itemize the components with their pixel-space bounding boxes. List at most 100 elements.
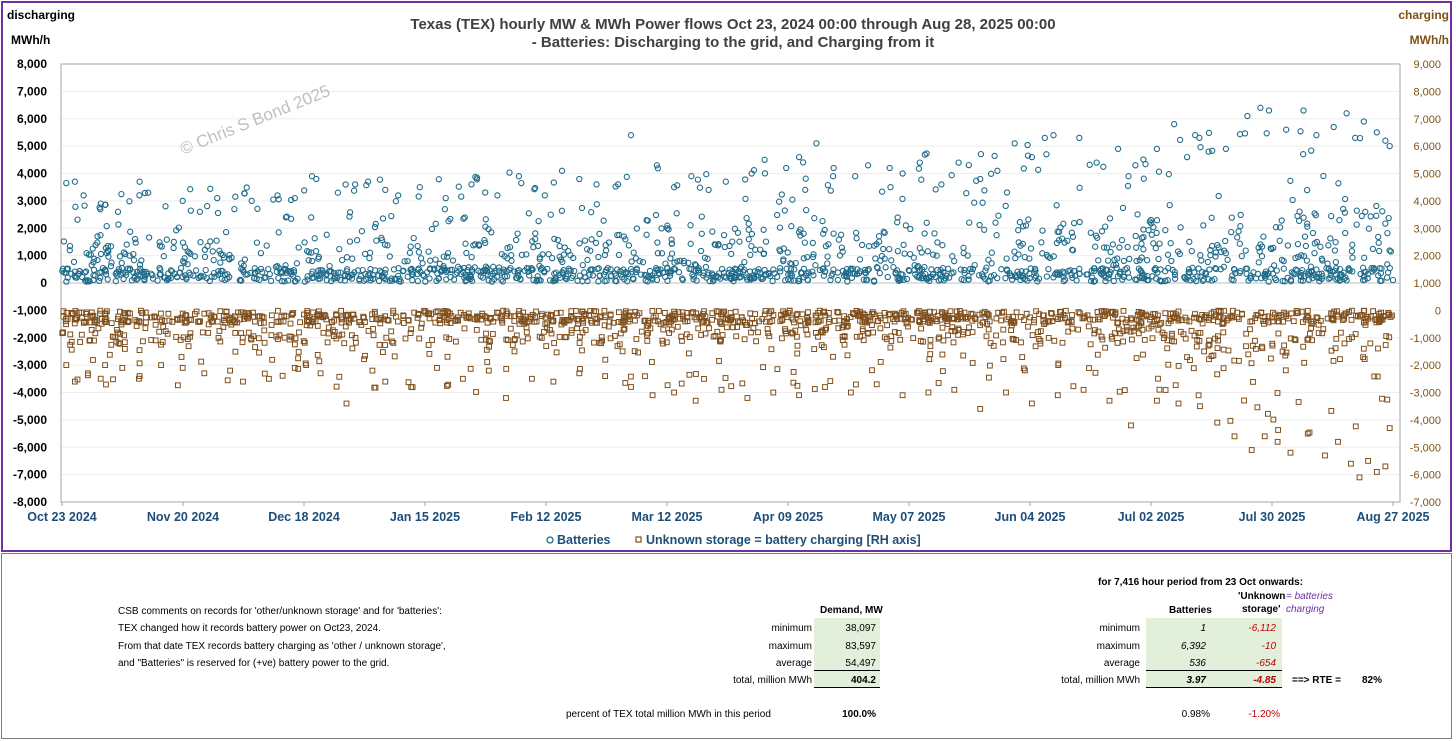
battery-point [652,211,660,219]
battery-point [1041,134,1048,142]
battery-point [1278,217,1285,224]
battery-point [506,243,514,251]
battery-point [924,248,931,255]
battery-point [921,263,928,271]
storage-point [1138,320,1145,327]
storage-point [1379,395,1385,402]
storage-point [987,362,993,369]
battery-point [468,277,476,285]
storage-point [815,333,821,340]
storage-point [684,318,691,325]
battery-point [1373,202,1380,210]
battery-point [468,181,475,188]
storage-point [628,373,634,380]
battery-point [323,231,330,238]
battery-point [876,269,883,277]
battery-point [470,242,477,249]
storage-point [1035,329,1041,336]
battery-point [278,277,286,285]
battery-point [705,269,712,276]
battery-point [633,265,640,272]
storage-point [136,373,143,380]
y-right-tick-label: -4,000 [1410,415,1441,427]
battery-point [705,186,712,194]
storage-point [1178,317,1185,324]
storage-point [110,376,116,383]
storage-point [955,332,961,338]
battery-point [734,229,742,236]
battery-point [1171,275,1179,282]
storage-point [248,335,254,342]
storage-point [362,319,368,325]
battery-point [549,254,556,262]
storage-point [1169,330,1175,337]
battery-point [1197,252,1204,259]
battery-point [122,269,129,276]
storage-point [1313,314,1320,321]
storage-point [1339,317,1346,323]
storage-point [666,330,673,336]
battery-point [531,184,539,192]
battery-point [1126,255,1133,263]
battery-point [157,266,164,273]
x-tick-label: Mar 12 2025 [632,510,703,524]
storage-point [310,319,317,325]
battery-point [993,232,1000,239]
battery-point [1003,189,1011,196]
battery-point [1313,238,1321,246]
battery-point [633,225,641,232]
storage-point [511,348,518,355]
batteries-total: 3.97 [1186,675,1206,686]
battery-point [1102,223,1109,230]
battery-point [1369,245,1377,253]
storage-point [478,316,485,323]
storage-point [232,348,239,355]
x-tick-label: Jul 02 2025 [1118,510,1185,524]
battery-point [404,257,411,265]
battery-point [287,215,295,222]
battery-point [414,277,422,285]
storage-point [792,327,799,334]
storage-point [336,332,343,339]
storage-point [977,406,984,412]
storage-point [325,324,332,331]
battery-point [760,250,768,257]
battery-point [282,266,289,273]
storage-point [638,328,645,335]
battery-point [809,253,817,261]
battery-point [1016,219,1023,226]
battery-point [127,228,134,235]
storage-point [405,317,412,324]
battery-point [532,230,539,237]
storage-point [1021,317,1027,324]
battery-point [63,179,70,187]
battery-point [574,277,581,284]
storage-point [1337,356,1343,363]
battery-point [1386,142,1393,150]
battery-point [419,260,426,267]
storage-point [844,323,851,329]
battery-point [325,268,333,275]
battery-point [1028,153,1036,161]
storage-point [602,314,609,321]
storage-point [428,311,435,318]
battery-point [864,162,872,169]
battery-point [988,249,995,256]
battery-point [741,258,748,266]
storage-point [68,346,75,353]
storage-point [1046,318,1053,325]
battery-point [1234,234,1241,241]
battery-point [918,176,925,183]
storage-point [869,310,875,317]
storage-point [343,400,350,407]
storage-point [1365,458,1371,464]
x-tick-label: Jun 04 2025 [995,510,1066,524]
storage-point [950,316,957,322]
battery-point [1292,266,1299,273]
batteries-average: 536 [1189,658,1206,669]
storage-point [850,310,856,317]
battery-point [695,267,702,274]
storage-point [78,331,85,338]
battery-point [1147,216,1155,224]
storage-point [779,317,786,323]
